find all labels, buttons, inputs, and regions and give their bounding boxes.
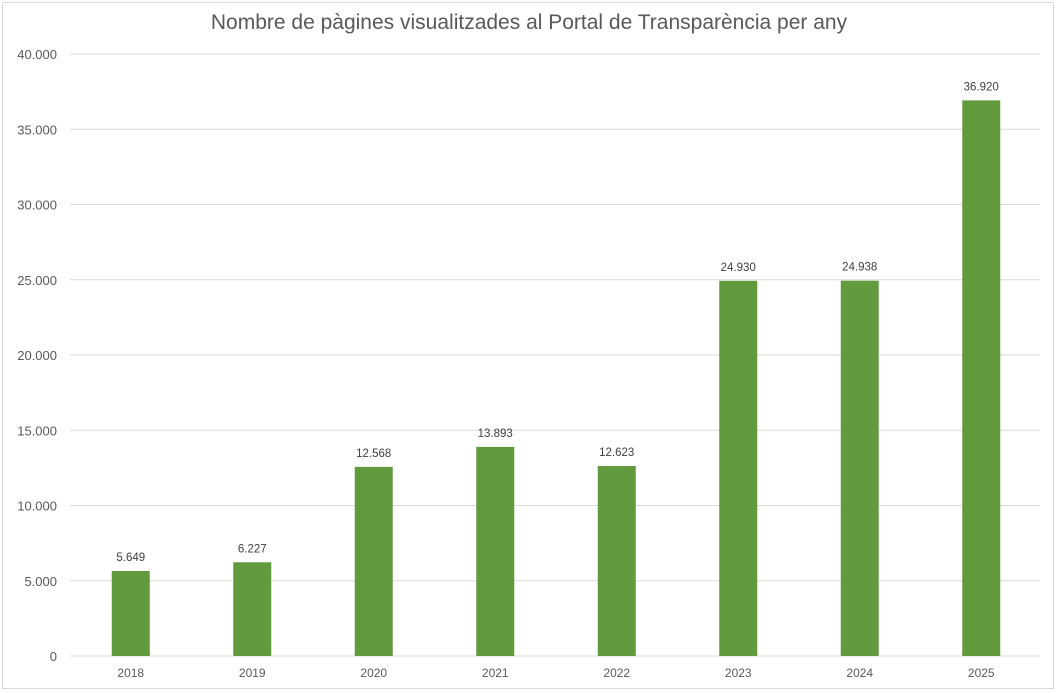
bar-2025 [962, 100, 1001, 656]
y-tick-label: 40.000 [17, 47, 57, 62]
x-tick-label: 2019 [239, 666, 266, 680]
x-tick-label: 2021 [482, 666, 509, 680]
data-label: 6.227 [238, 543, 267, 555]
x-tick-label: 2024 [846, 666, 873, 680]
x-tick-label: 2018 [117, 666, 144, 680]
x-tick-label: 2025 [968, 666, 995, 680]
bar-2018 [111, 570, 150, 656]
data-label: 12.568 [356, 448, 391, 460]
data-label: 24.938 [842, 262, 877, 274]
y-tick-label: 15.000 [17, 423, 57, 438]
y-tick-label: 25.000 [17, 273, 57, 288]
y-tick-label: 35.000 [17, 122, 57, 137]
data-label: 5.649 [116, 552, 145, 564]
bar-2024 [840, 280, 879, 656]
bar-2021 [476, 446, 515, 656]
y-tick-label: 10.000 [17, 499, 57, 514]
data-label: 36.920 [964, 81, 999, 93]
y-tick-label: 30.000 [17, 198, 57, 213]
bar-2019 [233, 562, 272, 656]
y-tick-label: 5.000 [24, 574, 57, 589]
bar-2020 [354, 466, 393, 656]
x-tick-label: 2020 [360, 666, 387, 680]
y-tick-label: 0 [50, 649, 57, 664]
chart-title: Nombre de pàgines visualitzades al Porta… [210, 11, 848, 34]
bar-2022 [597, 466, 636, 656]
x-tick-label: 2023 [725, 666, 752, 680]
bar-2023 [719, 280, 758, 656]
x-tick-label: 2022 [603, 666, 630, 680]
y-tick-label: 20.000 [17, 348, 57, 363]
data-label: 13.893 [478, 428, 513, 440]
data-label: 24.930 [721, 262, 756, 274]
data-label: 12.623 [599, 447, 634, 459]
